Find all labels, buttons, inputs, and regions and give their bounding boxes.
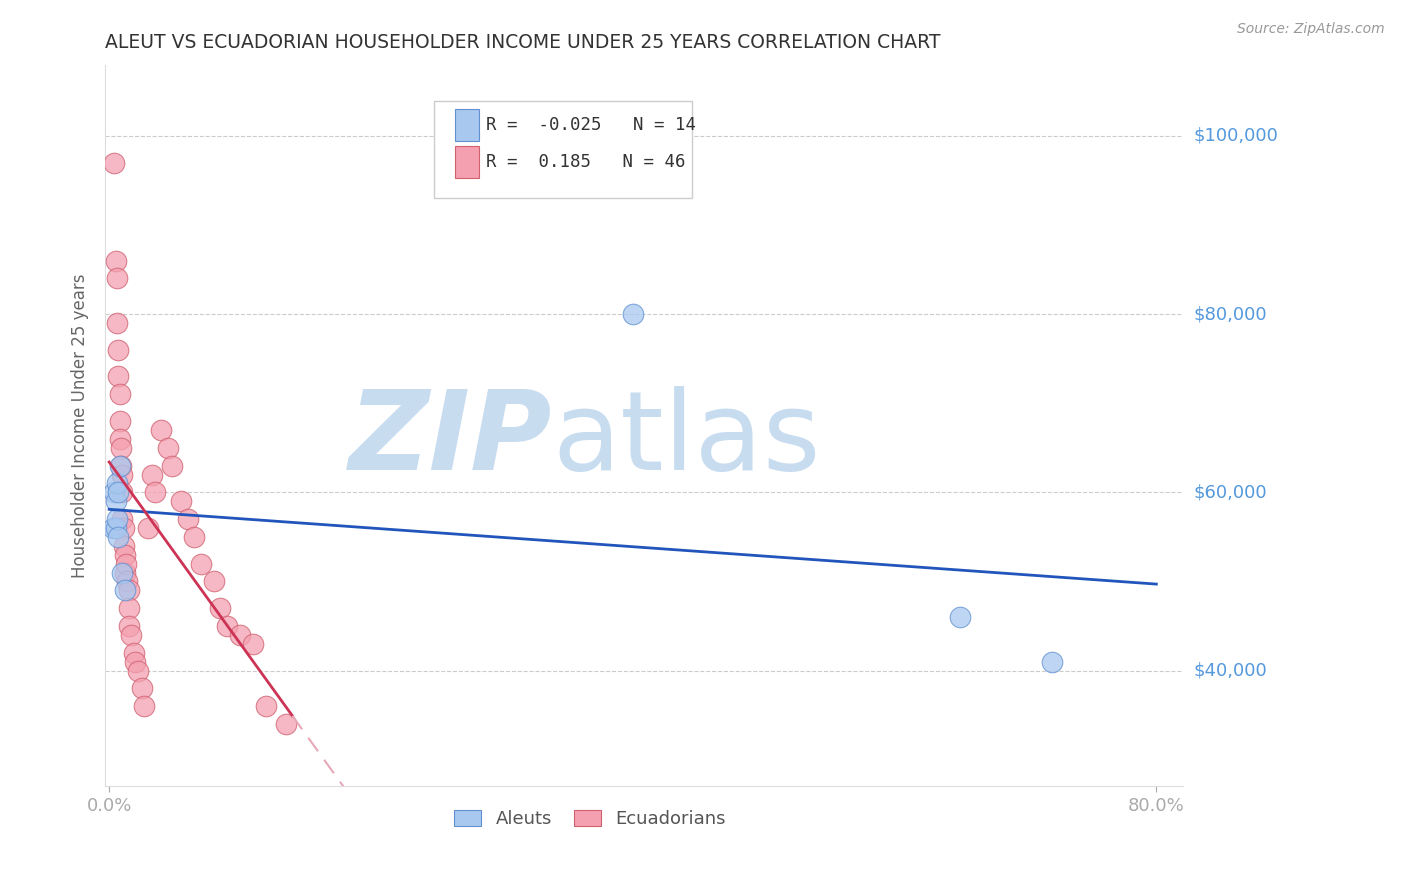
Point (949, 610, 972, 624)
Text: atlas: atlas (553, 386, 821, 493)
Point (105, 271, 128, 285)
Point (134, 699, 156, 714)
Point (110, 458, 132, 473)
Point (107, 369, 129, 384)
Point (114, 548, 136, 562)
FancyBboxPatch shape (434, 101, 692, 198)
Point (202, 574, 225, 589)
Point (138, 521, 160, 535)
Point (143, 485, 166, 500)
Point (111, 566, 134, 580)
Point (122, 646, 145, 660)
Point (215, 619, 238, 633)
Point (114, 583, 136, 598)
Legend: Aleuts, Ecuadorians: Aleuts, Ecuadorians (447, 803, 733, 835)
Point (108, 387, 131, 401)
Text: Source: ZipAtlas.com: Source: ZipAtlas.com (1237, 22, 1385, 37)
Point (124, 655, 146, 669)
Point (114, 566, 136, 580)
Point (111, 512, 134, 526)
Point (104, 521, 127, 535)
Point (107, 485, 129, 500)
Point (107, 530, 129, 544)
Point (242, 637, 264, 651)
Text: $80,000: $80,000 (1194, 305, 1267, 323)
Point (108, 414, 131, 428)
Point (105, 512, 128, 526)
Point (160, 458, 183, 473)
Point (108, 432, 131, 446)
Point (150, 423, 173, 437)
FancyBboxPatch shape (456, 146, 479, 178)
Point (183, 530, 205, 544)
Point (141, 467, 163, 482)
Text: $60,000: $60,000 (1194, 483, 1267, 501)
Point (108, 458, 131, 473)
Point (254, 699, 277, 714)
Text: $100,000: $100,000 (1194, 127, 1278, 145)
Point (118, 583, 141, 598)
Point (621, 307, 644, 321)
Point (110, 441, 132, 455)
Point (170, 494, 193, 508)
Point (111, 467, 134, 482)
Point (176, 512, 198, 526)
Text: R =  0.185   N = 46: R = 0.185 N = 46 (485, 153, 685, 171)
Point (229, 628, 252, 642)
Point (115, 557, 138, 571)
Point (118, 619, 141, 633)
Point (103, 485, 125, 500)
Point (157, 441, 180, 455)
FancyBboxPatch shape (456, 109, 479, 141)
Point (120, 628, 142, 642)
Point (104, 253, 127, 268)
Point (101, 521, 124, 535)
Point (104, 494, 127, 508)
Text: $40,000: $40,000 (1194, 662, 1267, 680)
Point (105, 316, 128, 330)
Text: R =  -0.025   N = 14: R = -0.025 N = 14 (485, 116, 696, 134)
Point (111, 485, 134, 500)
Point (103, 155, 125, 169)
Text: ALEUT VS ECUADORIAN HOUSEHOLDER INCOME UNDER 25 YEARS CORRELATION CHART: ALEUT VS ECUADORIAN HOUSEHOLDER INCOME U… (105, 33, 941, 52)
Text: ZIP: ZIP (349, 386, 553, 493)
Point (1040, 655, 1063, 669)
Point (274, 717, 297, 731)
Point (112, 539, 135, 553)
Point (107, 343, 129, 357)
Point (117, 574, 139, 589)
Y-axis label: Householder Income Under 25 years: Householder Income Under 25 years (72, 273, 89, 578)
Point (112, 521, 135, 535)
Point (127, 664, 149, 678)
Point (131, 681, 153, 696)
Point (209, 601, 232, 615)
Point (190, 557, 212, 571)
Point (105, 476, 128, 491)
Point (118, 601, 141, 615)
